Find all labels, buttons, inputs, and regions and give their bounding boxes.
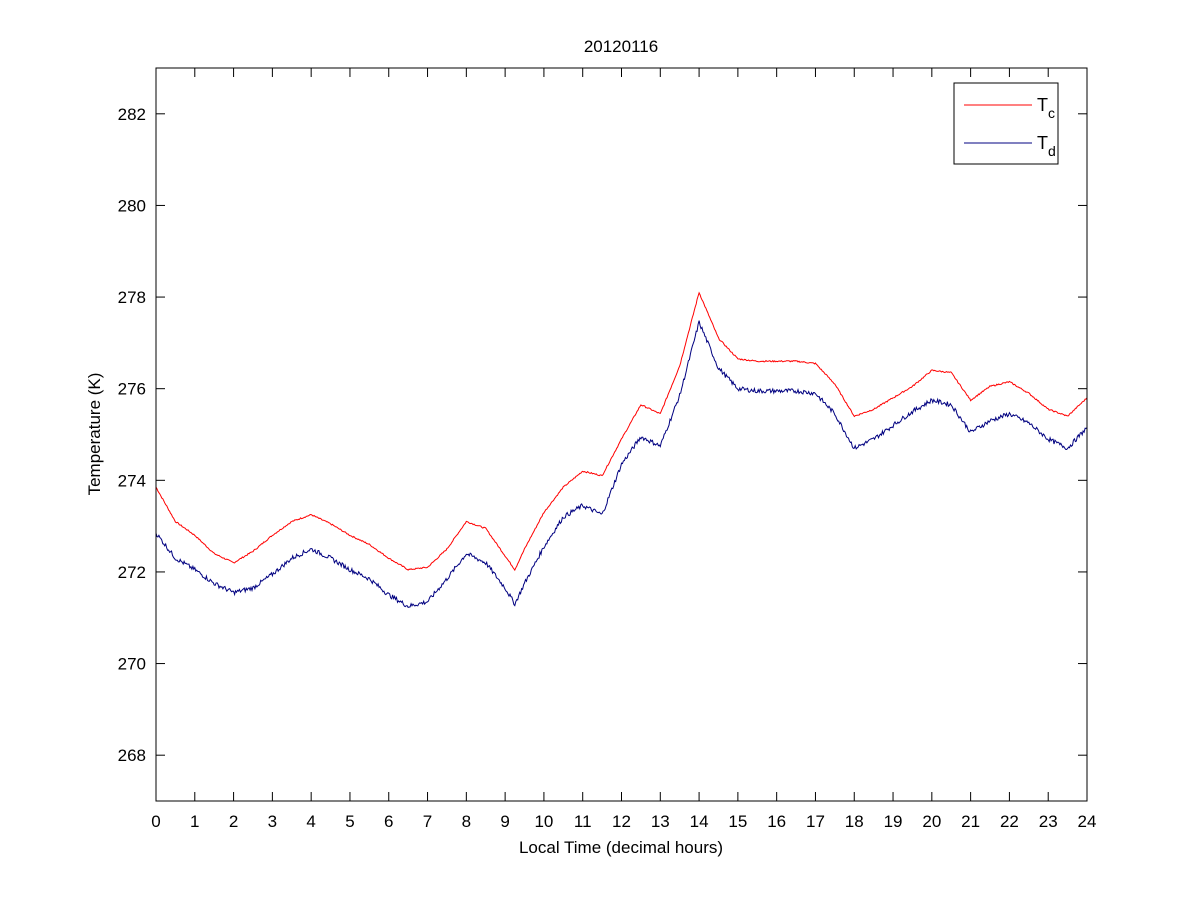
legend-subscript-d: d <box>1048 143 1056 159</box>
x-tick-label: 12 <box>612 812 631 831</box>
x-tick-label: 6 <box>384 812 393 831</box>
x-tick-label: 17 <box>806 812 825 831</box>
x-tick-label: 7 <box>423 812 432 831</box>
x-tick-label: 0 <box>151 812 160 831</box>
y-tick-label: 274 <box>118 471 146 490</box>
x-tick-label: 3 <box>268 812 277 831</box>
series-line-t-d <box>156 320 1087 608</box>
x-tick-label: 24 <box>1078 812 1097 831</box>
x-tick-label: 4 <box>306 812 315 831</box>
y-tick-label: 268 <box>118 746 146 765</box>
x-tick-label: 13 <box>651 812 670 831</box>
legend-subscript-c: c <box>1048 105 1055 121</box>
y-axis-label: Temperature (K) <box>85 373 104 496</box>
y-tick-label: 280 <box>118 196 146 215</box>
x-tick-label: 20 <box>922 812 941 831</box>
x-tick-label: 9 <box>500 812 509 831</box>
x-tick-label: 22 <box>1000 812 1019 831</box>
y-tick-label: 278 <box>118 288 146 307</box>
legend-box <box>953 82 1059 165</box>
x-tick-label: 1 <box>190 812 199 831</box>
x-tick-label: 14 <box>690 812 709 831</box>
x-tick-label: 2 <box>229 812 238 831</box>
y-tick-label: 276 <box>118 380 146 399</box>
x-tick-label: 15 <box>728 812 747 831</box>
x-tick-label: 21 <box>961 812 980 831</box>
plot-marks <box>156 291 1087 608</box>
x-tick-label: 11 <box>574 812 592 831</box>
y-tick-label: 272 <box>118 563 146 582</box>
x-tick-label: 18 <box>845 812 864 831</box>
y-tick-label: 282 <box>118 105 146 124</box>
x-tick-label: 19 <box>884 812 903 831</box>
x-tick-label: 10 <box>534 812 553 831</box>
y-tick-label: 270 <box>118 655 146 674</box>
series-line-t-c <box>156 291 1087 572</box>
x-tick-label: 16 <box>767 812 786 831</box>
x-tick-label: 5 <box>345 812 354 831</box>
x-tick-label: 23 <box>1039 812 1058 831</box>
axes: 0 1 2 3 4 5 6 7 8 9 10 11 12 13 14 15 16 17 18 19 20 21 22 23 24… <box>118 67 1097 831</box>
chart-title: 20120116 <box>584 37 658 56</box>
x-axis-label: Local Time (decimal hours) <box>519 838 723 857</box>
x-tick-label: 8 <box>462 812 471 831</box>
